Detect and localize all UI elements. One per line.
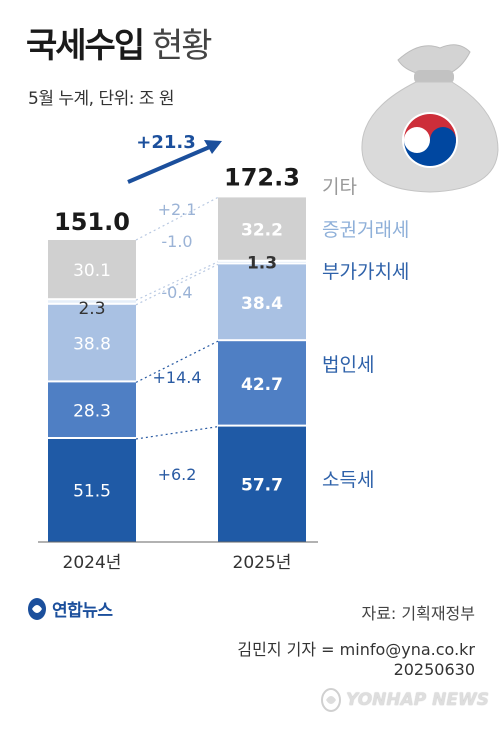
connector-line-4 <box>135 196 219 241</box>
bar-2025-series-0 <box>218 426 306 542</box>
legend-label-series-2: 부가가치세 <box>322 261 409 283</box>
chart-title: 국세수입 현황 <box>26 18 213 67</box>
x-tick-label-2024: 2024년 <box>63 553 122 573</box>
bar-2024-series-1 <box>48 382 136 437</box>
bar-2025-series-3 <box>218 261 306 263</box>
legend-label-series-1: 법인세 <box>322 354 374 376</box>
connector-line-3 <box>135 261 219 301</box>
value-label-2025-series-0: 57.7 <box>241 475 283 495</box>
watermark-text: YONHAP NEWS <box>346 690 489 710</box>
growth-arrow-line <box>127 144 213 184</box>
credit-line-1: 김민지 기자 = minfo@yna.co.kr <box>237 640 475 659</box>
connector-line-1 <box>135 340 219 383</box>
bar-2025-series-4 <box>218 197 306 260</box>
yonhap-logo-icon <box>28 597 46 620</box>
money-bag-icon <box>361 44 499 193</box>
bar-2024-series-2 <box>48 304 136 381</box>
logo-text: 연합뉴스 <box>52 601 113 621</box>
credit-line-2: 20250630 <box>393 660 475 679</box>
watermark-logo-icon <box>321 688 341 712</box>
value-label-2024-series-2: 38.8 <box>73 335 111 355</box>
value-label-2024-series-1: 28.3 <box>73 402 111 422</box>
yonhap-logo: 연합뉴스 <box>26 596 113 621</box>
change-label-series-1: +14.4 <box>152 368 201 387</box>
change-label-series-2: -0.4 <box>161 283 192 302</box>
title-bold: 국세수입 <box>26 26 145 66</box>
change-label-series-4: +2.1 <box>158 200 197 219</box>
total-label-2025: 172.3 <box>224 163 300 191</box>
value-label-2025-series-4: 32.2 <box>241 221 283 241</box>
credit-note: 김민지 기자 = minfo@yna.co.kr 20250630 <box>237 640 475 680</box>
change-label-series-0: +6.2 <box>158 465 197 484</box>
bar-2024-series-0 <box>48 439 136 542</box>
legend-label-series-0: 소득세 <box>322 469 374 491</box>
total-change-label: +21.3 <box>136 132 196 153</box>
value-label-2025-series-2: 38.4 <box>241 294 283 314</box>
value-label-2024-series-3: 2.3 <box>78 299 105 319</box>
value-label-2025-series-1: 42.7 <box>241 375 283 395</box>
total-label-2024: 151.0 <box>54 208 130 236</box>
taegeuk-emblem-icon <box>402 112 458 168</box>
bar-2024-series-3 <box>48 300 136 303</box>
connector-line-2 <box>135 263 219 306</box>
value-label-2024-series-0: 51.5 <box>73 482 111 502</box>
title-light: 현황 <box>151 26 213 66</box>
growth-arrow-head-icon <box>204 140 222 154</box>
watermark: YONHAP NEWS <box>320 688 489 712</box>
legend-label-series-3: 증권거래세 <box>322 219 409 241</box>
bar-2025-series-2 <box>218 264 306 340</box>
value-label-2025-series-3: 1.3 <box>247 253 277 273</box>
change-label-series-3: -1.0 <box>161 232 192 251</box>
bar-2025-series-1 <box>218 341 306 425</box>
value-label-2024-series-4: 30.1 <box>73 261 111 281</box>
legend-label-series-4: 기타 <box>322 176 357 198</box>
chart-subtitle: 5월 누계, 단위: 조 원 <box>28 89 175 109</box>
connector-line-0 <box>135 426 219 440</box>
source-note: 자료: 기획재정부 <box>361 604 475 623</box>
x-tick-label-2025: 2025년 <box>233 553 292 573</box>
bar-2024-series-4 <box>48 240 136 299</box>
